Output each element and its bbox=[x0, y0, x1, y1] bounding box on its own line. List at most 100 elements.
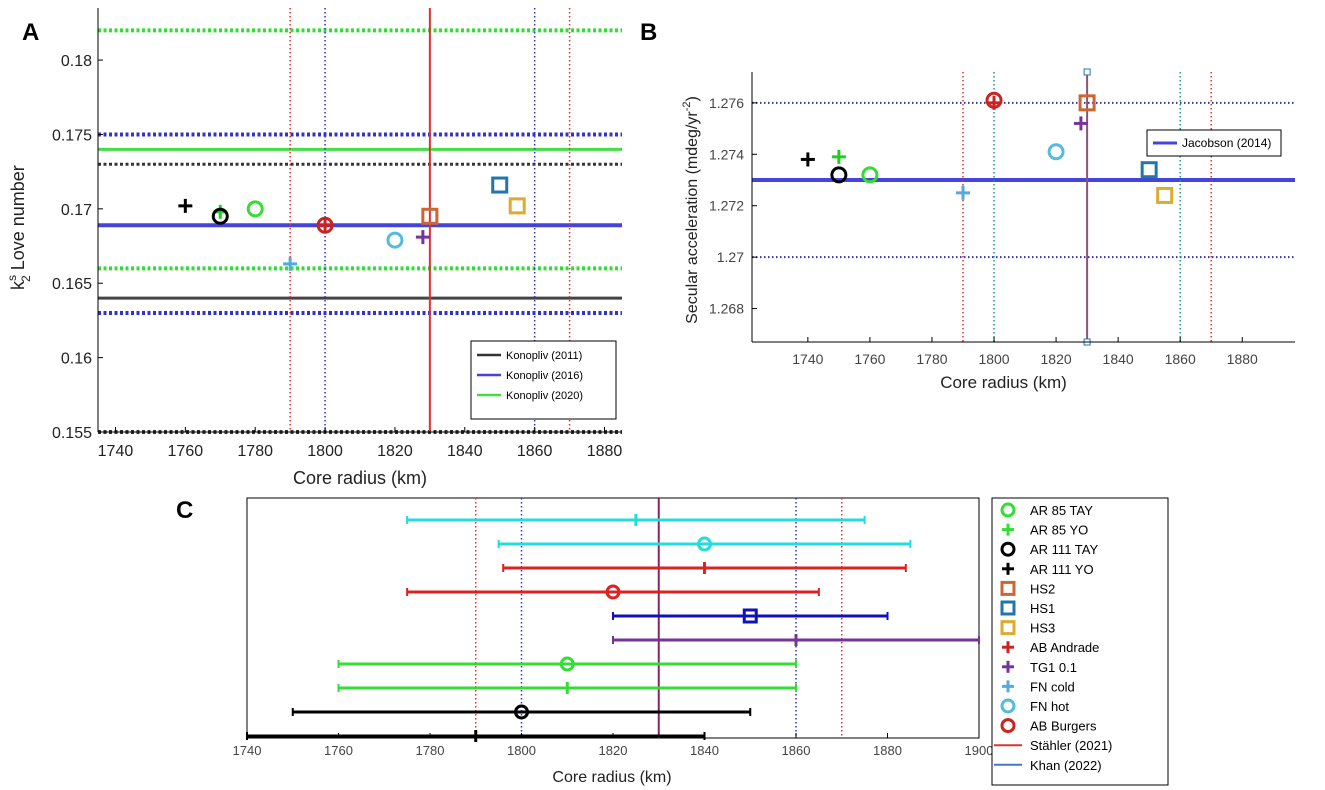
x-tick-label-5: 1840 bbox=[447, 443, 483, 460]
x-tick-label-2: 1780 bbox=[416, 743, 445, 758]
errorbar-center-6 bbox=[559, 656, 575, 672]
y-tick-label-1: 0.16 bbox=[61, 351, 92, 368]
x-tick-label-4: 1820 bbox=[599, 743, 628, 758]
legend-label-8: TG1 0.1 bbox=[1030, 660, 1077, 675]
x-axis-label: Core radius (km) bbox=[293, 468, 427, 488]
legend-label-4: HS2 bbox=[1030, 581, 1055, 596]
y-tick-label-0: 0.155 bbox=[52, 425, 92, 442]
legend-swatch-4 bbox=[1000, 580, 1016, 596]
x-tick-label-5: 1840 bbox=[690, 743, 719, 758]
legend-label-2: AR 111 TAY bbox=[1030, 542, 1098, 557]
point-3 bbox=[861, 166, 879, 184]
legend-swatch-10 bbox=[1000, 698, 1016, 714]
point-9 bbox=[421, 207, 439, 225]
y-axis-label-main: Secular acceleration (mdeg/yr bbox=[684, 111, 701, 324]
legend-swatch-2 bbox=[1000, 541, 1016, 557]
x-tick-label-0: 1740 bbox=[98, 443, 134, 460]
y-tick-label-4: 0.175 bbox=[52, 127, 92, 144]
panel-label: A bbox=[22, 19, 39, 46]
point-7 bbox=[386, 231, 404, 249]
errorbar-center-8 bbox=[514, 704, 529, 720]
legend-label-0: Jacobson (2014) bbox=[1182, 136, 1271, 150]
y-tick-label-0: 1.268 bbox=[709, 301, 744, 317]
x-tick-label-2: 1780 bbox=[916, 351, 947, 367]
x-tick-label-7: 1880 bbox=[873, 743, 902, 758]
y-tick-label-3: 1.274 bbox=[709, 146, 744, 162]
legend-swatch-11 bbox=[1000, 718, 1016, 734]
x-tick-label-8: 1900 bbox=[965, 743, 994, 758]
x-tick-label-3: 1800 bbox=[307, 443, 343, 460]
x-axis-label: Core radius (km) bbox=[552, 769, 671, 786]
x-tick-label-1: 1760 bbox=[854, 351, 885, 367]
legend-label-10: FN hot bbox=[1030, 699, 1069, 714]
y-tick-label-5: 0.18 bbox=[61, 53, 92, 70]
y-tick-label-4: 1.276 bbox=[709, 95, 744, 111]
x-tick-label-5: 1840 bbox=[1103, 351, 1134, 367]
legend-label-13: Khan (2022) bbox=[1030, 758, 1102, 773]
legend-swatch-6 bbox=[1000, 620, 1016, 636]
panel-label: B bbox=[640, 19, 657, 46]
point-11 bbox=[1156, 186, 1174, 204]
legend-label-12: Stähler (2021) bbox=[1030, 738, 1112, 753]
point-7 bbox=[1047, 143, 1065, 161]
x-tick-label-6: 1860 bbox=[782, 743, 811, 758]
panel-a: A 1740 1760 1780 1800 1820 1840 1860 1880 0.155 0.… bbox=[5, 8, 622, 488]
y-axis-label-rest: Love number bbox=[8, 165, 28, 275]
vline-end-top bbox=[1083, 68, 1091, 76]
y-axis-label: ks2 Love number bbox=[5, 165, 33, 290]
x-tick-label-3: 1800 bbox=[978, 351, 1009, 367]
point-11 bbox=[508, 197, 526, 215]
x-tick-label-4: 1820 bbox=[1041, 351, 1072, 367]
legend-label-9: FN cold bbox=[1030, 679, 1075, 694]
legend-box bbox=[991, 497, 1169, 786]
y-tick-label-3: 0.17 bbox=[61, 202, 92, 219]
y-tick-label-2: 0.165 bbox=[52, 276, 92, 293]
y-axis-label-end: ) bbox=[684, 96, 701, 101]
legend-swatch-5 bbox=[1000, 600, 1016, 616]
legend-label-2: Konopliv (2020) bbox=[506, 390, 583, 402]
x-tick-label-6: 1860 bbox=[517, 443, 553, 460]
legend-label-6: HS3 bbox=[1030, 621, 1055, 636]
legend-swatch-0 bbox=[1000, 502, 1016, 518]
legend-label-7: AB Andrade bbox=[1030, 640, 1099, 655]
point-9 bbox=[1078, 94, 1096, 112]
x-tick-label-1: 1760 bbox=[324, 743, 353, 758]
panel-label: C bbox=[176, 497, 193, 524]
y-tick-label-2: 1.272 bbox=[709, 198, 744, 214]
legend-label-1: Konopliv (2016) bbox=[506, 370, 583, 382]
x-tick-label-4: 1820 bbox=[377, 443, 413, 460]
errorbar-center-4 bbox=[742, 608, 758, 624]
x-tick-label-0: 1740 bbox=[792, 351, 823, 367]
x-tick-label-3: 1800 bbox=[507, 743, 536, 758]
y-axis-label-k: k bbox=[8, 280, 28, 290]
x-tick-label-6: 1860 bbox=[1165, 351, 1196, 367]
point-10 bbox=[491, 176, 509, 194]
y-axis-label-sub: 2 bbox=[19, 275, 33, 282]
errorbar-center-3 bbox=[605, 584, 621, 600]
point-6 bbox=[316, 216, 334, 234]
legend-label-3: AR 111 YO bbox=[1030, 562, 1094, 577]
x-tick-label-0: 1740 bbox=[233, 743, 262, 758]
legend-label-5: HS1 bbox=[1030, 601, 1055, 616]
x-axis-label: Core radius (km) bbox=[940, 373, 1067, 392]
panel-b: B 1740 1760 1780 1800 1820 1840 1860 1880 1.268 1.… bbox=[640, 19, 1295, 392]
x-tick-label-1: 1760 bbox=[168, 443, 204, 460]
point-2 bbox=[830, 166, 848, 184]
legend-label-0: Konopliv (2011) bbox=[506, 350, 582, 362]
x-tick-label-7: 1880 bbox=[1227, 351, 1258, 367]
legend-label-0: AR 85 TAY bbox=[1030, 503, 1093, 518]
errorbar-center-1 bbox=[697, 536, 712, 552]
point-3 bbox=[246, 200, 264, 218]
x-tick-label-2: 1780 bbox=[237, 443, 273, 460]
y-axis-label: Secular acceleration (mdeg/yr-2) bbox=[681, 96, 701, 324]
y-axis-label-sup: s bbox=[5, 275, 19, 281]
point-10 bbox=[1140, 161, 1158, 179]
y-tick-label-1: 1.27 bbox=[717, 249, 744, 265]
y-axis-label-sup: -2 bbox=[681, 102, 693, 112]
point-2 bbox=[211, 207, 229, 225]
legend-label-1: AR 85 YO bbox=[1030, 523, 1088, 538]
panel-c: C 1740 1760 1780 1800 1820 1840 1860 1880 1900 Cor… bbox=[176, 497, 1169, 786]
x-tick-label-7: 1880 bbox=[587, 443, 623, 460]
legend-label-11: AB Burgers bbox=[1030, 719, 1097, 734]
